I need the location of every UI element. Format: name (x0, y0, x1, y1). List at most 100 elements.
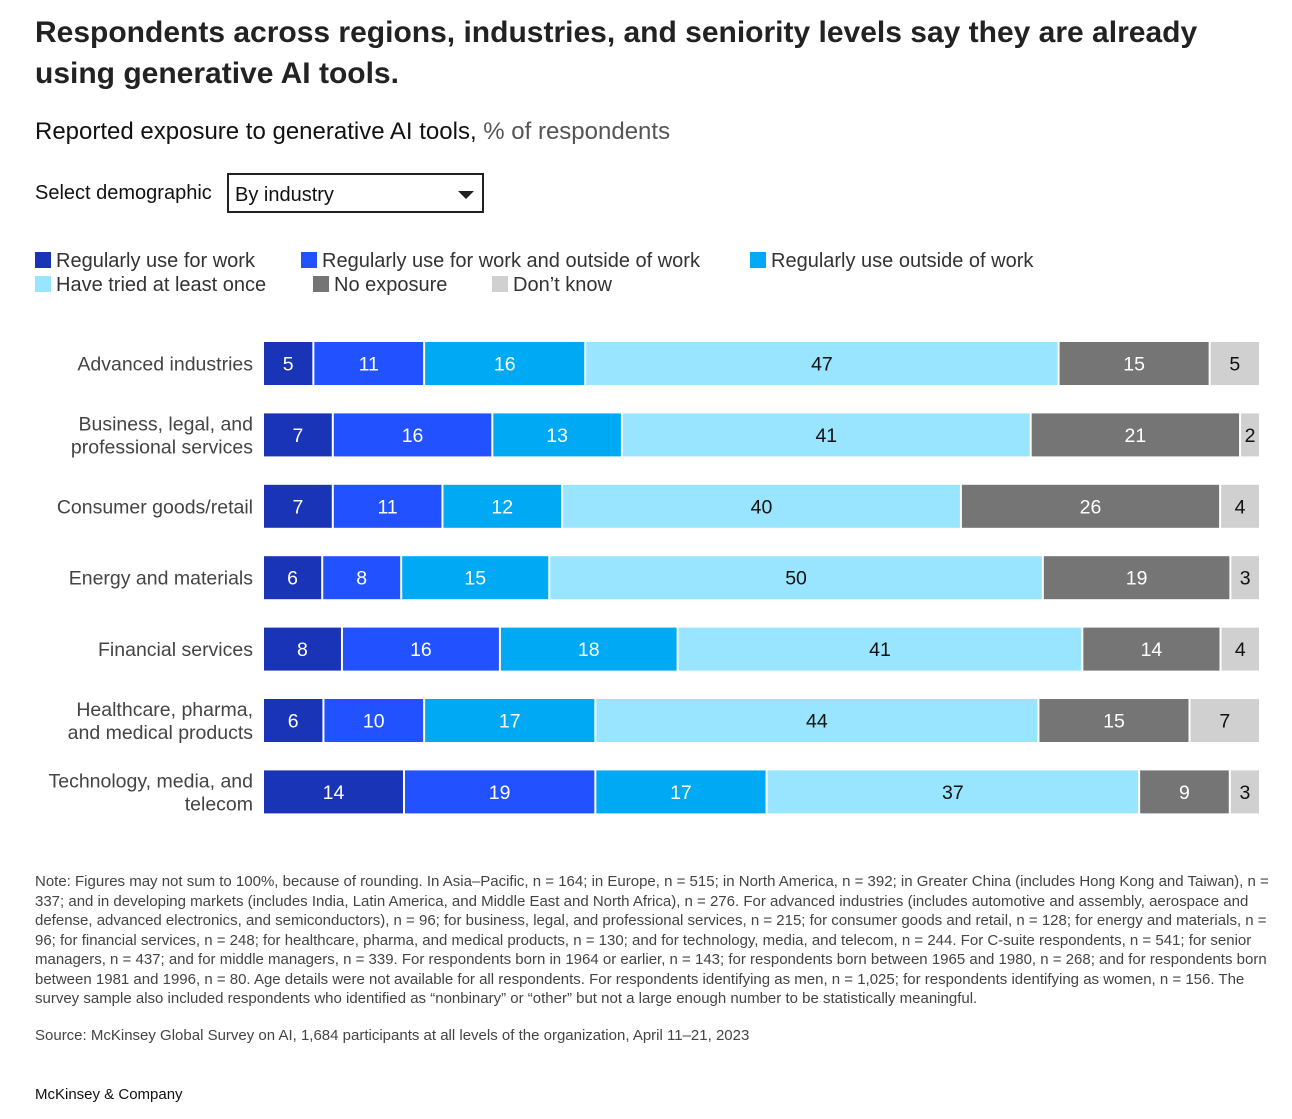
data-label: 10 (363, 711, 385, 733)
data-label: 13 (546, 425, 568, 447)
data-label: 14 (323, 782, 345, 804)
demographic-select[interactable]: By industry (227, 173, 484, 213)
data-label: 3 (1240, 568, 1251, 590)
category-label: telecom (185, 793, 253, 815)
data-label: 41 (815, 425, 837, 447)
data-label: 2 (1245, 425, 1256, 447)
legend-label: Have tried at least once (56, 274, 267, 296)
data-label: 17 (670, 782, 692, 804)
bar-segment (596, 770, 766, 814)
legend-swatch (313, 276, 329, 292)
bar-segment (1231, 556, 1259, 600)
bar-segment (596, 699, 1038, 742)
legend-item-dont-know: Don’t know (492, 274, 612, 297)
data-label: 6 (287, 568, 298, 590)
data-label: 16 (494, 354, 516, 376)
bar-segment (1140, 770, 1229, 814)
category-label: and medical products (68, 722, 254, 744)
data-label: 19 (1126, 568, 1148, 590)
legend-label: Regularly use for work and outside of wo… (322, 250, 700, 272)
data-label: 17 (499, 711, 521, 733)
data-label: 9 (1179, 782, 1190, 804)
data-label: 16 (410, 639, 432, 661)
bar-segment (402, 556, 549, 600)
bar-segment (323, 556, 401, 600)
data-label: 41 (869, 639, 891, 661)
data-label: 40 (751, 496, 773, 518)
select-demographic-label: Select demographic (35, 182, 212, 204)
chevron-down-icon (458, 191, 474, 199)
data-label: 11 (378, 496, 398, 518)
bar-segment (1241, 413, 1259, 457)
bar-segment (333, 413, 492, 457)
bar-segment (1221, 484, 1259, 528)
legend-item-regularly-use-for-work: Regularly use for work (35, 250, 255, 273)
bar-segment (425, 342, 585, 385)
bar-segment (1031, 413, 1240, 457)
bar-segment (1043, 556, 1230, 600)
subtitle-unit: % of respondents (476, 118, 671, 145)
bar-segment (425, 699, 595, 742)
bar-segment (264, 770, 403, 814)
bar-segment (264, 342, 313, 385)
category-label: Consumer goods/retail (57, 496, 253, 518)
brand-name: McKinsey & Company (35, 1086, 183, 1103)
data-label: 18 (578, 639, 600, 661)
bar-segment (550, 556, 1042, 600)
data-label: 5 (283, 354, 294, 376)
bar-segment (314, 342, 424, 385)
data-label: 15 (1123, 354, 1145, 376)
bar-segment (264, 484, 332, 528)
data-label: 16 (402, 425, 424, 447)
data-label: 7 (1219, 711, 1230, 733)
data-label: 14 (1141, 639, 1163, 661)
category-label: Business, legal, and (78, 413, 253, 435)
legend-label: Regularly use outside of work (771, 250, 1034, 272)
legend-label: Regularly use for work (56, 250, 255, 272)
legend-swatch (750, 252, 766, 268)
bar-segment (342, 627, 499, 671)
bar-segment (404, 770, 595, 814)
bar-segment (1210, 342, 1259, 385)
data-label: 6 (288, 711, 299, 733)
data-label: 4 (1235, 639, 1246, 661)
bar-segment (324, 699, 424, 742)
legend-swatch (492, 276, 508, 292)
category-label: professional services (71, 436, 253, 458)
data-label: 8 (297, 639, 308, 661)
bar-segment (563, 484, 960, 528)
bar-segment (961, 484, 1220, 528)
bar-segment (500, 627, 677, 671)
data-label: 7 (292, 425, 303, 447)
data-label: 19 (489, 782, 511, 804)
legend-item-tried-once: Have tried at least once (35, 274, 266, 297)
legend-item-outside-work: Regularly use outside of work (750, 250, 1033, 273)
chart-source: Source: McKinsey Global Survey on AI, 1,… (35, 1027, 750, 1044)
bar-segment (622, 413, 1030, 457)
bar-segment (264, 627, 341, 671)
bar-segment (264, 556, 322, 600)
bar-segment (586, 342, 1058, 385)
data-label: 12 (491, 496, 513, 518)
legend-label: Don’t know (513, 274, 612, 296)
subtitle-bold: Reported exposure to generative AI tools… (35, 118, 477, 145)
bar-segment (1230, 770, 1259, 814)
chart-title: Respondents across regions, industries, … (35, 16, 1198, 90)
bar-segment (1190, 699, 1259, 742)
chart-note: Note: Figures may not sum to 100%, becau… (35, 873, 1269, 1007)
legend-item-no-exposure: No exposure (313, 274, 447, 297)
data-label: 11 (359, 354, 379, 376)
bar-segment (264, 413, 332, 457)
legend-label: No exposure (334, 274, 448, 296)
data-label: 37 (942, 782, 964, 804)
legend-item-work-and-outside: Regularly use for work and outside of wo… (301, 250, 700, 273)
data-label: 5 (1229, 354, 1240, 376)
legend-swatch (301, 252, 317, 268)
data-label: 26 (1080, 496, 1102, 518)
legend-swatch (35, 252, 51, 268)
bar-segment (1059, 342, 1209, 385)
bar-segment (767, 770, 1139, 814)
category-label: Technology, media, and (48, 770, 253, 792)
data-label: 50 (785, 568, 807, 590)
